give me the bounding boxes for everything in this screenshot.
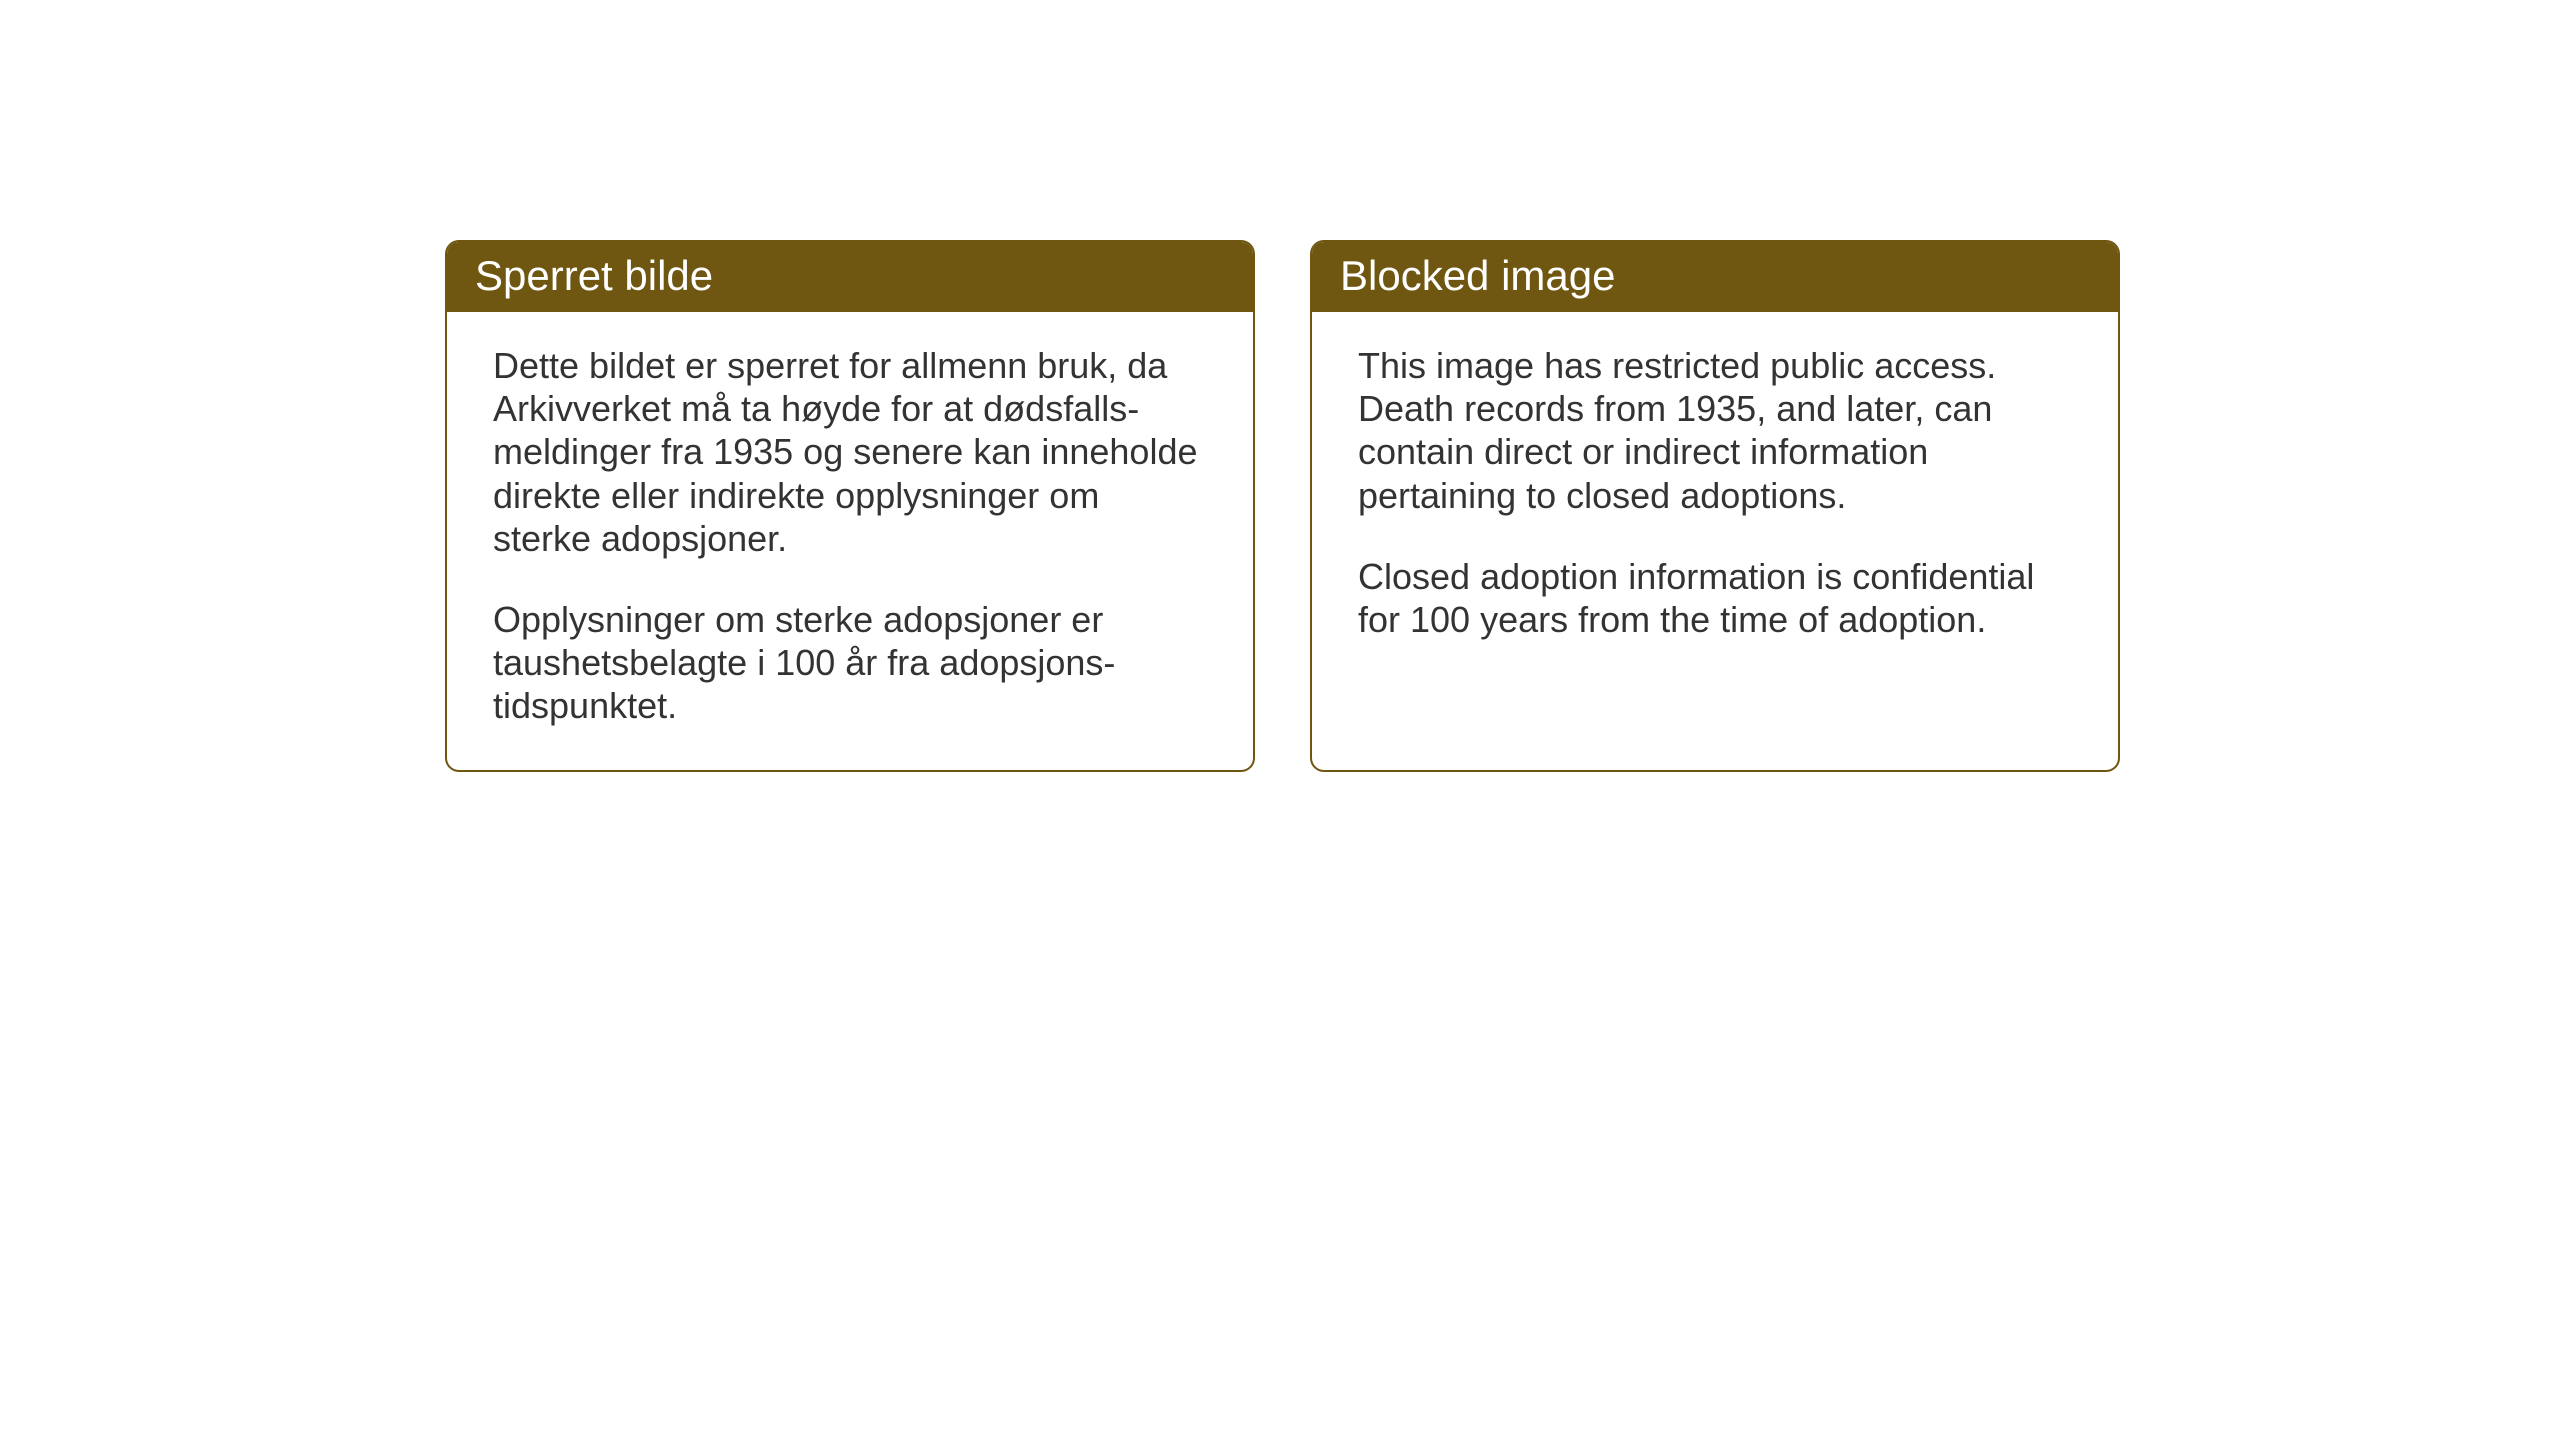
notice-container: Sperret bilde Dette bildet er sperret fo… <box>445 240 2120 772</box>
notice-paragraph: This image has restricted public access.… <box>1358 344 2072 517</box>
notice-title: Sperret bilde <box>447 242 1253 312</box>
notice-body: This image has restricted public access.… <box>1312 312 2118 683</box>
notice-paragraph: Dette bildet er sperret for allmenn bruk… <box>493 344 1207 560</box>
notice-paragraph: Opplysninger om sterke adopsjoner er tau… <box>493 598 1207 728</box>
notice-card-norwegian: Sperret bilde Dette bildet er sperret fo… <box>445 240 1255 772</box>
notice-title: Blocked image <box>1312 242 2118 312</box>
notice-card-english: Blocked image This image has restricted … <box>1310 240 2120 772</box>
notice-paragraph: Closed adoption information is confident… <box>1358 555 2072 641</box>
notice-body: Dette bildet er sperret for allmenn bruk… <box>447 312 1253 770</box>
